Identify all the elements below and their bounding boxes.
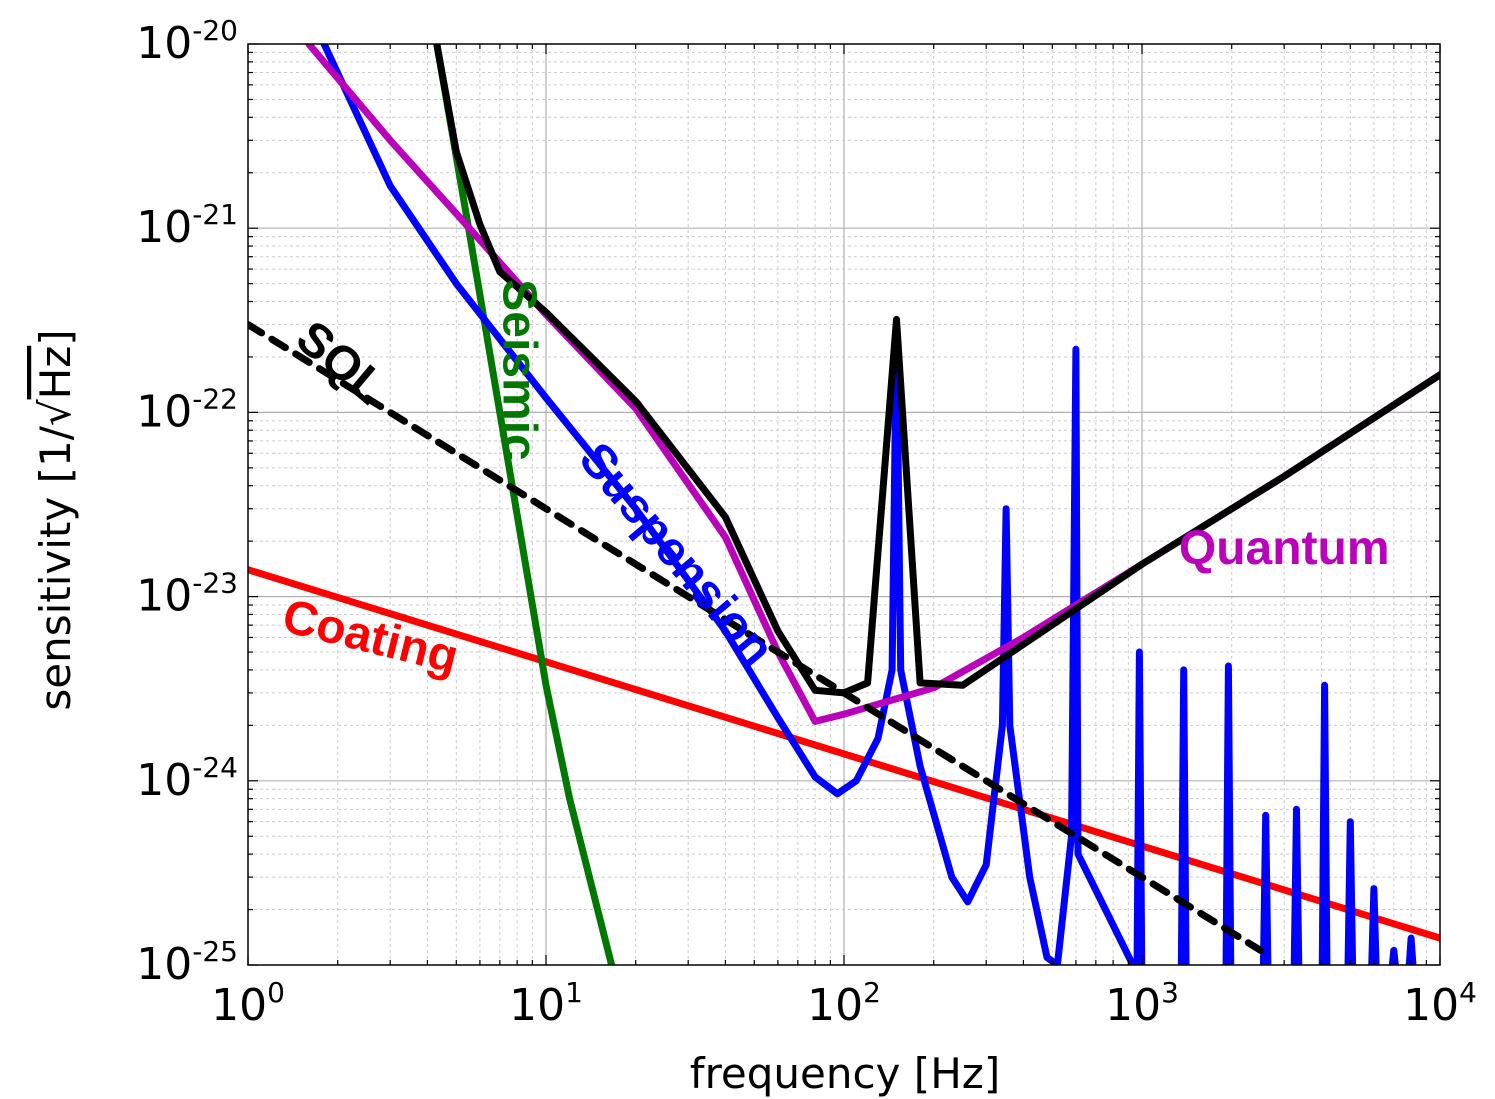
label-quantum: Quantum: [1179, 522, 1390, 575]
x-axis-label: frequency [Hz]: [690, 1049, 1000, 1098]
y-axis-label-prefix: sensitivity [1/: [31, 425, 80, 710]
grid-lines: [248, 44, 1440, 965]
plot-area: [248, 44, 1440, 965]
series-coating: [248, 566, 1440, 942]
x-tick-label: 102: [807, 976, 881, 1031]
y-axis-label-radicand: Hz: [31, 346, 80, 400]
series-sql: [248, 321, 1265, 954]
x-tick-label: 101: [509, 976, 583, 1031]
y-axis-label: sensitivity [1/√Hz]: [31, 329, 80, 710]
label-sql: SQL: [286, 311, 396, 415]
label-seismic: Seismic: [493, 279, 546, 460]
y-axis-ticks: 10-20 10-21 10-22 10-23 10-24 10-25: [136, 14, 1440, 990]
series-suspension: [320, 44, 1417, 965]
x-tick-label: 100: [211, 976, 285, 1031]
series-total: [433, 44, 1440, 697]
y-tick-label: 10-25: [136, 935, 238, 990]
x-tick-label: 104: [1403, 976, 1477, 1031]
y-axis-label-suffix: ]: [31, 329, 80, 345]
sqrt-sign-icon: √: [31, 399, 80, 426]
x-tick-label: 103: [1105, 976, 1179, 1031]
x-axis-ticks: 100 101 102 103 104: [211, 44, 1477, 1031]
y-tick-label: 10-24: [136, 751, 238, 806]
series-seismic: [433, 44, 616, 965]
y-tick-label: 10-23: [136, 567, 238, 622]
y-tick-label: 10-22: [136, 382, 238, 437]
y-tick-label: 10-20: [136, 14, 238, 69]
y-tick-label: 10-21: [136, 198, 238, 253]
